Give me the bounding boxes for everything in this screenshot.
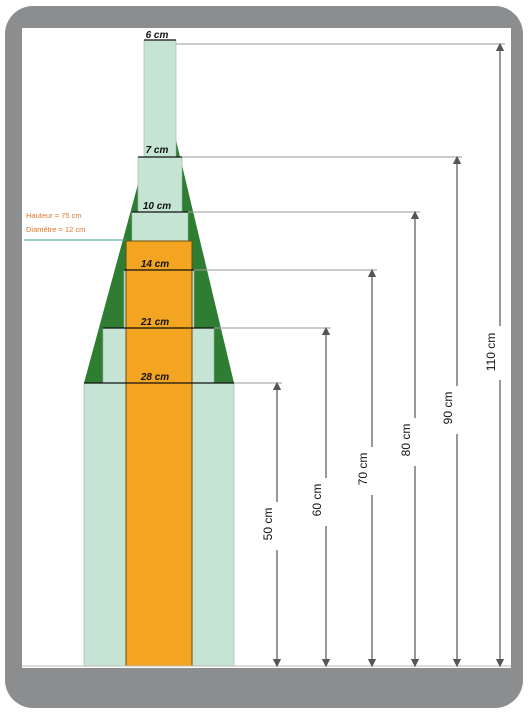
dim-label-110: 110 cm — [484, 333, 498, 371]
tier-label-28: 28 cm — [140, 372, 169, 383]
tier-label-14: 14 cm — [141, 259, 169, 270]
mold-block-2 — [131, 211, 189, 243]
annotation-diameter: Diamètre = 12 cm — [26, 225, 85, 234]
tier-label-21: 21 cm — [140, 317, 169, 328]
tier-label-10: 10 cm — [143, 201, 171, 212]
orange-core — [125, 240, 193, 667]
annotation-height: Hauteur = 75 cm — [26, 211, 82, 220]
mold-block-top — [143, 39, 177, 158]
tier-label-7: 7 cm — [146, 145, 169, 156]
dim-label-70: 70 cm — [356, 453, 370, 486]
mold-block-1 — [137, 156, 183, 213]
tier-label-6: 6 cm — [146, 30, 169, 41]
dim-label-90: 90 cm — [441, 392, 455, 425]
dim-label-50: 50 cm — [261, 508, 275, 541]
dim-label-60: 60 cm — [310, 484, 324, 517]
dim-label-80: 80 cm — [399, 424, 413, 457]
